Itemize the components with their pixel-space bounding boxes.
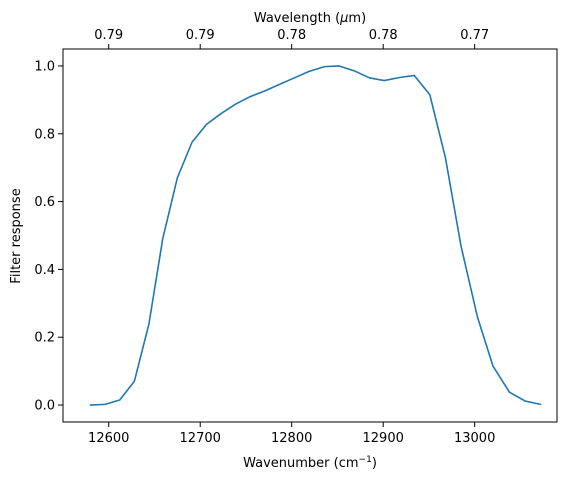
top-tick-label: 0.79 [186,28,215,43]
y-tick-label: 0.8 [34,127,55,142]
x-axis-title-superscript: −1 [359,455,372,465]
top-axis-title: Wavelength (μm) [254,11,366,26]
y-tick-label: 1.0 [34,59,55,74]
mu-symbol: μ [339,11,348,26]
x-axis-ticks: 12600 12700 12800 12900 13000 [88,422,495,446]
y-tick-label: 0.4 [34,263,55,278]
y-tick-label: 0.2 [34,331,55,346]
plot-area [63,49,557,422]
filter-response-line [89,65,542,406]
x-tick-label: 12900 [363,431,404,446]
top-tick-label: 0.78 [277,28,306,43]
top-tick-label: 0.77 [460,28,489,43]
y-tick-label: 0.0 [34,399,55,414]
top-tick-label: 0.78 [369,28,398,43]
y-axis-title: Filter response [9,188,24,283]
x-axis-title: Wavenumber (cm−1) [243,455,377,471]
series-layer [89,65,542,406]
plot-frame [62,48,558,423]
x-tick-label: 13000 [454,431,495,446]
top-tick-label: 0.79 [94,28,123,43]
x-tick-label: 12800 [271,431,312,446]
top-axis-ticks: 0.79 0.79 0.78 0.78 0.77 [94,28,489,49]
x-tick-label: 12600 [88,431,129,446]
x-tick-label: 12700 [180,431,221,446]
y-axis-ticks: 0.0 0.2 0.4 0.6 0.8 1.0 [34,59,63,414]
y-tick-label: 0.6 [34,195,55,210]
